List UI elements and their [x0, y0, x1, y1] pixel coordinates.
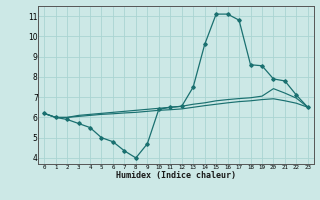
X-axis label: Humidex (Indice chaleur): Humidex (Indice chaleur): [116, 171, 236, 180]
